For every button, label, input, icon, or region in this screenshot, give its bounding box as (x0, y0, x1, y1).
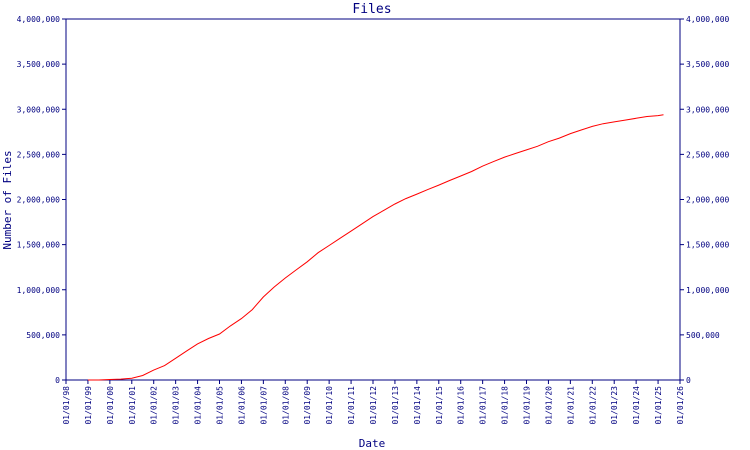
x-tick-label: 01/01/18 (501, 386, 510, 425)
x-tick-label: 01/01/01 (128, 386, 137, 425)
x-tick-label: 01/01/26 (676, 386, 685, 425)
y-tick-label-left: 4,000,000 (17, 15, 61, 24)
y-tick-label-left: 1,500,000 (17, 241, 61, 250)
x-tick-label: 01/01/11 (347, 386, 356, 425)
x-tick-label: 01/01/10 (325, 386, 334, 425)
plot-area-border (65, 18, 681, 381)
x-tick-label: 01/01/15 (435, 386, 444, 425)
x-tick-label: 01/01/12 (369, 386, 378, 425)
x-tick-label: 01/01/99 (84, 386, 93, 425)
x-tick-label: 01/01/23 (610, 386, 619, 425)
x-tick-label: 01/01/09 (303, 386, 312, 425)
x-tick-label: 01/01/98 (62, 386, 71, 425)
x-tick-label: 01/01/17 (479, 386, 488, 425)
y-tick-label-right: 500,000 (686, 331, 720, 340)
y-axis-ticks-left: 0 500,000 1,000,000 1,500,000 2,000,000 2,500… (17, 15, 66, 385)
y-tick-label-right: 1,000,000 (686, 286, 730, 295)
x-tick-label: 01/01/19 (523, 386, 532, 425)
plot-frame (65, 18, 681, 381)
x-tick-label: 01/01/24 (632, 386, 641, 425)
x-tick-label: 01/01/05 (216, 386, 225, 425)
x-tick-label: 01/01/20 (544, 386, 553, 425)
x-tick-label: 01/01/04 (194, 386, 203, 425)
x-tick-label: 01/01/00 (106, 386, 115, 425)
x-tick-label: 01/01/16 (457, 386, 466, 425)
x-tick-label: 01/01/02 (150, 386, 159, 425)
series-line (87, 114, 664, 381)
x-tick-label: 01/01/06 (237, 386, 246, 425)
y-tick-label-left: 0 (55, 376, 60, 385)
x-tick-label: 01/01/22 (588, 386, 597, 425)
x-axis-label: Date (359, 437, 386, 450)
y-axis-ticks-right: 0 500,000 1,000,000 1,500,000 2,000,000 2,500… (680, 15, 730, 385)
y-tick-label-left: 2,500,000 (17, 150, 61, 159)
y-tick-label-right: 1,500,000 (686, 241, 730, 250)
x-tick-label: 01/01/25 (654, 386, 663, 425)
y-tick-label-right: 3,500,000 (686, 60, 730, 69)
y-tick-label-left: 3,000,000 (17, 105, 61, 114)
y-tick-label-right: 4,000,000 (686, 15, 730, 24)
x-tick-label: 01/01/21 (566, 386, 575, 425)
y-tick-label-left: 1,000,000 (17, 286, 61, 295)
x-tick-label: 01/01/07 (259, 386, 268, 425)
y-tick-label-right: 0 (686, 376, 691, 385)
y-tick-label-left: 2,000,000 (17, 196, 61, 205)
x-tick-label: 01/01/08 (281, 386, 290, 425)
x-tick-label: 01/01/14 (413, 386, 422, 425)
x-axis-ticks: 01/01/98 01/01/99 01/01/00 01/01/01 01/01/02… (62, 380, 685, 425)
series-layer (87, 114, 664, 381)
chart-title: Files (352, 2, 391, 17)
y-tick-label-left: 500,000 (26, 331, 60, 340)
y-tick-label-left: 3,500,000 (17, 60, 61, 69)
x-tick-label: 01/01/03 (172, 386, 181, 425)
y-tick-label-right: 3,000,000 (686, 105, 730, 114)
x-tick-label: 01/01/13 (391, 386, 400, 425)
y-tick-label-right: 2,000,000 (686, 196, 730, 205)
y-tick-label-right: 2,500,000 (686, 150, 730, 159)
y-axis-label: Number of Files (1, 150, 14, 249)
